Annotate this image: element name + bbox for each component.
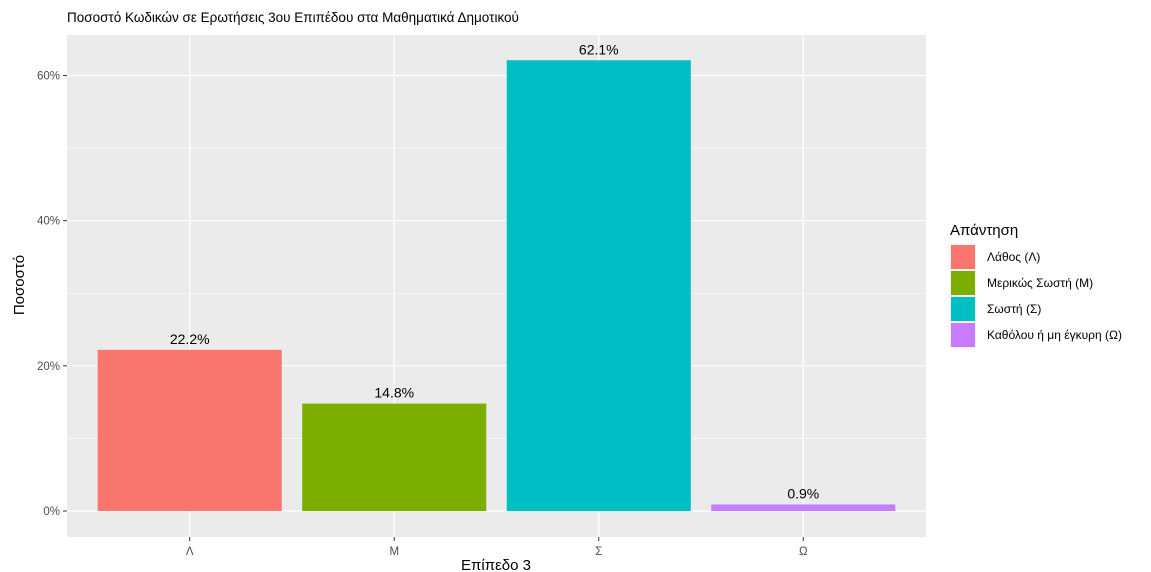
- bar-value-label: 22.2%: [170, 331, 210, 347]
- bar-2: [302, 403, 487, 511]
- legend-swatch: [951, 323, 975, 347]
- legend: Απάντηση Λάθος (Λ) Μερικώς Σωστή (Μ) Σωστή…: [950, 222, 1122, 348]
- y-tick-label: 60%: [37, 71, 60, 83]
- x-axis-title: Επίπεδο 3: [461, 557, 531, 572]
- x-tick-label: Σ: [595, 546, 602, 558]
- legend-swatch: [951, 245, 975, 269]
- y-tick-label: 0%: [43, 506, 60, 518]
- x-tick-label: Μ: [389, 546, 399, 558]
- y-tick-label: 20%: [37, 361, 60, 373]
- legend-label: Μερικώς Σωστή (Μ): [987, 276, 1093, 290]
- legend-label: Σωστή (Σ): [987, 302, 1041, 316]
- bars: [97, 60, 896, 511]
- y-tick-label: 40%: [37, 216, 60, 228]
- legend-swatch: [951, 271, 975, 295]
- x-tick-label: Λ: [186, 546, 194, 558]
- bar-value-label: 0.9%: [787, 485, 819, 501]
- legend-items: Λάθος (Λ) Μερικώς Σωστή (Μ) Σωστή (Σ) Καθόλ…: [950, 244, 1122, 348]
- legend-swatch: [951, 297, 975, 321]
- chart-title: Ποσοστό Κωδικών σε Ερωτήσεις 3ου Επιπέδο…: [67, 10, 519, 25]
- bar-value-label: 62.1%: [579, 41, 619, 57]
- legend-label: Καθόλου ή μη έγκυρη (Ω): [987, 328, 1122, 342]
- bar-value-labels: 22.2% 14.8% 62.1% 0.9%: [170, 41, 819, 501]
- bar-3: [506, 60, 691, 511]
- x-tick-label: Ω: [799, 546, 808, 558]
- bar-1: [97, 349, 282, 511]
- y-axis-ticks: 0% 20% 40% 60%: [37, 71, 67, 518]
- bar-value-label: 14.8%: [374, 385, 414, 401]
- legend-title: Απάντηση: [950, 222, 1018, 239]
- legend-label: Λάθος (Λ): [987, 250, 1040, 264]
- y-axis-title: Ποσοστό: [11, 255, 28, 315]
- bar-4: [711, 504, 896, 511]
